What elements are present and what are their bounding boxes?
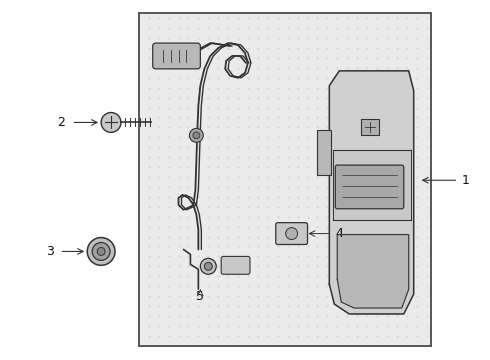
Circle shape: [92, 243, 110, 260]
Text: 5: 5: [196, 289, 204, 303]
Bar: [139, 13, 431, 346]
FancyBboxPatch shape: [221, 256, 250, 274]
Circle shape: [200, 258, 216, 274]
Bar: [361, 120, 379, 135]
FancyBboxPatch shape: [276, 223, 308, 244]
Text: 2: 2: [57, 116, 65, 129]
Circle shape: [101, 113, 121, 132]
Circle shape: [193, 132, 200, 139]
Bar: [318, 130, 331, 175]
Polygon shape: [329, 71, 414, 314]
Circle shape: [87, 238, 115, 265]
FancyBboxPatch shape: [335, 165, 404, 209]
Polygon shape: [333, 150, 411, 220]
Text: 4: 4: [335, 227, 343, 240]
Text: 1: 1: [461, 174, 469, 187]
FancyBboxPatch shape: [153, 43, 200, 69]
Circle shape: [286, 228, 297, 239]
Circle shape: [190, 129, 203, 142]
Text: 3: 3: [46, 245, 53, 258]
Polygon shape: [337, 235, 409, 308]
Circle shape: [204, 262, 212, 270]
Circle shape: [97, 247, 105, 255]
